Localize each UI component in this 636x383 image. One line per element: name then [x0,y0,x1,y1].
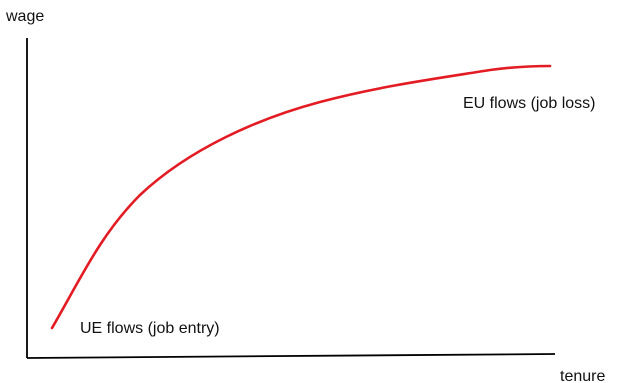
x-axis-line [26,353,556,359]
ue-flows-label: UE flows (job entry) [80,320,220,337]
y-axis-label: wage [5,8,44,25]
eu-flows-label: EU flows (job loss) [463,95,595,112]
x-axis-label: tenure [560,368,605,383]
wage-tenure-curve [50,64,552,330]
